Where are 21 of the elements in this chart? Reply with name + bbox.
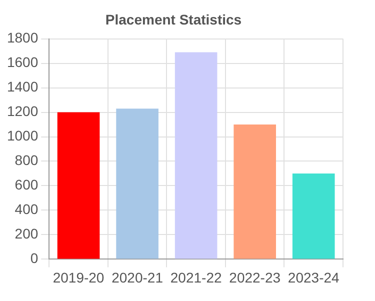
y-tick-label: 1600 bbox=[6, 54, 38, 70]
x-tick-label: 2021-22 bbox=[170, 269, 222, 286]
y-tick-label: 0 bbox=[30, 250, 38, 266]
y-tick-label: 1200 bbox=[6, 103, 38, 120]
y-tick-label: 1400 bbox=[6, 78, 38, 95]
y-tick-label: 800 bbox=[14, 152, 38, 168]
bar bbox=[57, 112, 100, 259]
bar bbox=[116, 108, 158, 259]
y-tick-label: 1800 bbox=[6, 30, 38, 46]
y-tick-label: 1000 bbox=[6, 128, 38, 144]
x-tick-label: 2019-20 bbox=[52, 269, 104, 286]
chart-title: Placement Statistics bbox=[105, 11, 242, 28]
x-tick-label: 2022-23 bbox=[229, 269, 281, 286]
x-tick-label: 2020-21 bbox=[112, 269, 164, 286]
y-tick-label: 600 bbox=[14, 176, 38, 193]
y-tick-label: 200 bbox=[14, 226, 38, 242]
bar bbox=[234, 124, 276, 259]
x-tick-label: 2023-24 bbox=[288, 269, 340, 286]
bar bbox=[174, 52, 218, 259]
bar bbox=[292, 173, 335, 259]
y-tick-label: 400 bbox=[14, 201, 38, 218]
